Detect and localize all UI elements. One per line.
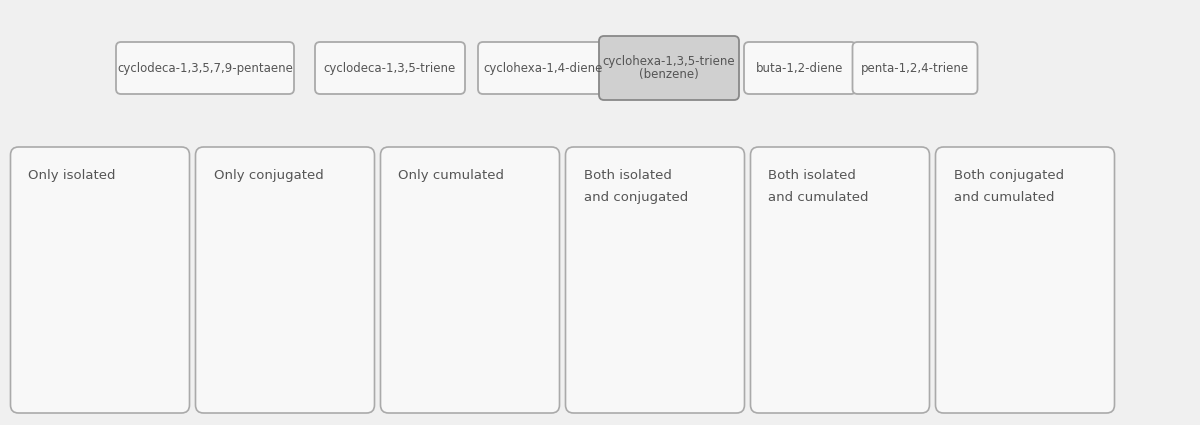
FancyBboxPatch shape bbox=[478, 42, 608, 94]
FancyBboxPatch shape bbox=[11, 147, 190, 413]
FancyBboxPatch shape bbox=[314, 42, 466, 94]
Text: cyclohexa-1,3,5-triene: cyclohexa-1,3,5-triene bbox=[602, 55, 736, 68]
FancyBboxPatch shape bbox=[744, 42, 856, 94]
Text: cyclohexa-1,4-diene: cyclohexa-1,4-diene bbox=[484, 62, 602, 74]
Text: Only cumulated: Only cumulated bbox=[398, 169, 504, 182]
Text: Both isolated: Both isolated bbox=[583, 169, 671, 182]
Text: and cumulated: and cumulated bbox=[768, 191, 869, 204]
Text: Only isolated: Only isolated bbox=[29, 169, 116, 182]
FancyBboxPatch shape bbox=[750, 147, 930, 413]
Text: cyclodeca-1,3,5,7,9-pentaene: cyclodeca-1,3,5,7,9-pentaene bbox=[118, 62, 293, 74]
FancyBboxPatch shape bbox=[116, 42, 294, 94]
FancyBboxPatch shape bbox=[565, 147, 744, 413]
Text: Both conjugated: Both conjugated bbox=[954, 169, 1063, 182]
FancyBboxPatch shape bbox=[599, 36, 739, 100]
FancyBboxPatch shape bbox=[852, 42, 978, 94]
Text: and cumulated: and cumulated bbox=[954, 191, 1054, 204]
Text: and conjugated: and conjugated bbox=[583, 191, 688, 204]
Text: buta-1,2-diene: buta-1,2-diene bbox=[756, 62, 844, 74]
FancyBboxPatch shape bbox=[380, 147, 559, 413]
Text: cyclodeca-1,3,5-triene: cyclodeca-1,3,5-triene bbox=[324, 62, 456, 74]
FancyBboxPatch shape bbox=[936, 147, 1115, 413]
Text: (benzene): (benzene) bbox=[640, 68, 698, 81]
Text: Both isolated: Both isolated bbox=[768, 169, 857, 182]
Text: penta-1,2,4-triene: penta-1,2,4-triene bbox=[860, 62, 970, 74]
Text: Only conjugated: Only conjugated bbox=[214, 169, 323, 182]
FancyBboxPatch shape bbox=[196, 147, 374, 413]
